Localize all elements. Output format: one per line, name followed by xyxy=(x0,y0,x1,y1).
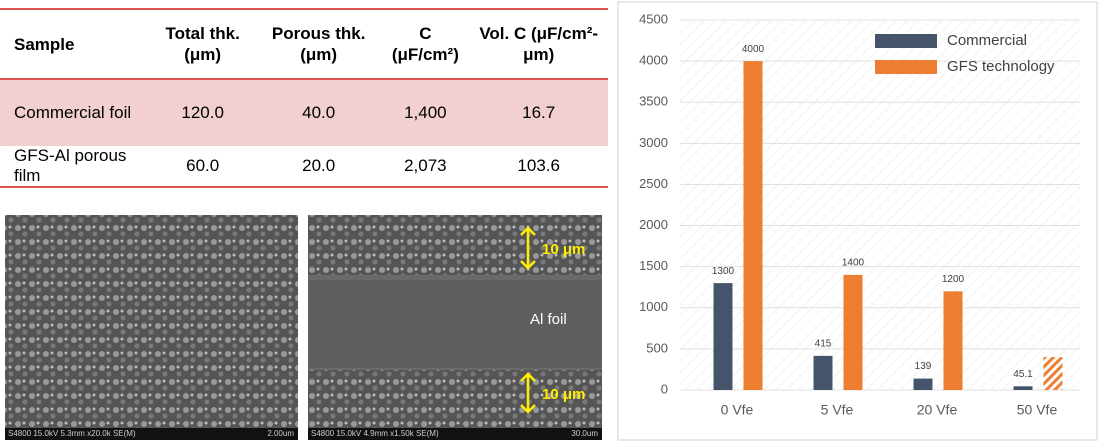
bar xyxy=(813,355,833,390)
data-label: 45.1 xyxy=(1013,369,1033,380)
bar xyxy=(713,283,733,390)
cell: GFS-Al porous film xyxy=(0,146,150,188)
x-tick-label: 5 Vfe xyxy=(821,402,854,418)
legend-swatch xyxy=(875,60,937,74)
table-row: Commercial foil 120.0 40.0 1,400 16.7 xyxy=(0,79,608,146)
cell: 60.0 xyxy=(149,146,257,188)
y-tick-label: 3000 xyxy=(639,135,668,150)
data-label: 415 xyxy=(815,339,832,350)
cell: 20.0 xyxy=(256,146,382,188)
header-cell: C (μF/cm²) xyxy=(381,8,470,80)
legend-label: GFS technology xyxy=(947,58,1055,75)
y-tick-label: 1000 xyxy=(639,299,668,314)
cell: 40.0 xyxy=(256,79,382,146)
y-tick-label: 2000 xyxy=(639,217,668,232)
bar xyxy=(943,291,963,390)
bar xyxy=(913,378,933,390)
sem-label: 10 μm xyxy=(542,241,585,258)
sem-text: 2.00um xyxy=(267,429,294,438)
header-cell: Vol. C (μF/cm²-μm) xyxy=(469,8,608,80)
table-row: GFS-Al porous film 60.0 20.0 2,073 103.6 xyxy=(0,146,608,188)
y-tick-label: 500 xyxy=(646,340,668,355)
bar xyxy=(843,274,863,390)
data-label: 4000 xyxy=(742,44,765,55)
y-tick-label: 1500 xyxy=(639,258,668,273)
cell: 103.6 xyxy=(469,146,608,188)
cell: 2,073 xyxy=(381,146,470,188)
cell: 16.7 xyxy=(469,79,608,146)
y-tick-label: 2500 xyxy=(639,176,668,191)
sem-text: S4800 15.0kV 5.3mm x20.0k SE(M) xyxy=(8,429,136,438)
data-label: 1200 xyxy=(942,274,965,285)
header-cell: Total thk. (μm) xyxy=(149,8,257,80)
sem-image xyxy=(5,215,298,440)
data-label: 1400 xyxy=(842,258,865,269)
data-table: Sample Total thk. (μm) Porous thk. (μm) C (… xyxy=(0,8,608,188)
x-tick-label: 0 Vfe xyxy=(721,402,754,418)
sem-layer xyxy=(308,370,602,428)
data-label: 139 xyxy=(915,361,932,372)
bar xyxy=(1013,386,1033,390)
bar xyxy=(743,61,763,390)
y-tick-label: 0 xyxy=(661,381,668,396)
plot-area xyxy=(680,20,1080,390)
x-tick-label: 50 Vfe xyxy=(1017,402,1058,418)
header-cell: Porous thk. (μm) xyxy=(256,8,382,80)
bar xyxy=(1043,357,1063,390)
sem-label: 10 μm xyxy=(542,386,585,403)
y-tick-label: 3500 xyxy=(639,94,668,109)
header-cell: Sample xyxy=(0,8,150,80)
sem-label: Al foil xyxy=(530,311,567,328)
legend-swatch xyxy=(875,34,937,48)
sem-footer xyxy=(5,428,298,440)
sem-text: S4800 15.0kV 4.9mm x1.50k SE(M) xyxy=(311,429,439,438)
cell: 120.0 xyxy=(149,79,257,146)
x-tick-label: 20 Vfe xyxy=(917,402,958,418)
cell: 1,400 xyxy=(381,79,470,146)
arrow xyxy=(520,226,536,414)
sem-layer xyxy=(308,215,602,275)
y-tick-label: 4000 xyxy=(639,53,668,68)
sem-layer xyxy=(308,280,602,368)
cell: Commercial foil xyxy=(0,79,150,146)
sem-footer xyxy=(308,428,602,440)
y-tick-label: 4500 xyxy=(639,11,668,26)
data-label: 1300 xyxy=(712,266,735,277)
legend-label: Commercial xyxy=(947,32,1027,49)
sem-text: 30.0um xyxy=(571,429,598,438)
